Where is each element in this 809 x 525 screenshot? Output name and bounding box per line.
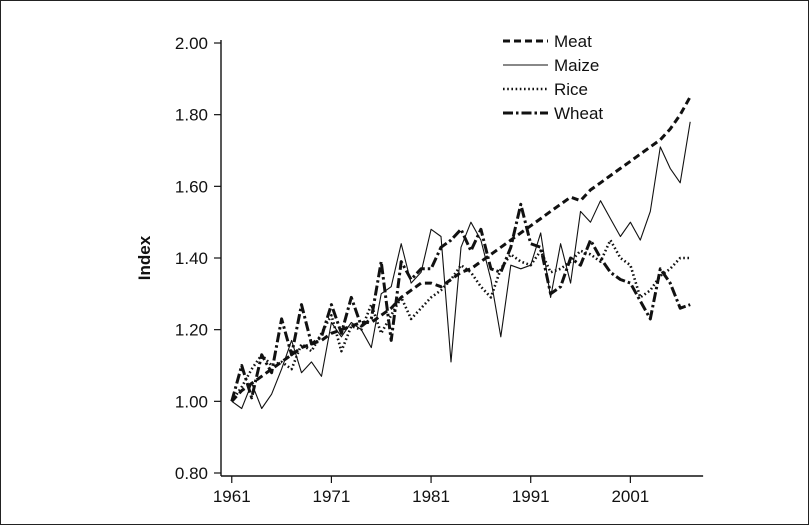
legend: Meat Maize Rice Wheat (503, 32, 603, 123)
x-tick-label: 1961 (213, 487, 251, 506)
series-line-maize (231, 121, 691, 410)
x-tick-label: 1991 (512, 487, 550, 506)
legend-label-maize: Maize (554, 56, 599, 75)
y-tick-label: 1.40 (175, 249, 208, 268)
y-tick-label: 2.00 (175, 34, 208, 53)
axes: 0.80 1.00 1.20 1.40 1.60 1.80 2.00 1961 1971 1981… (175, 34, 704, 506)
y-tick-label: 1.80 (175, 106, 208, 125)
y-tick-label: 1.20 (175, 321, 208, 340)
x-tick-label: 1971 (313, 487, 351, 506)
legend-label-wheat: Wheat (554, 104, 603, 123)
y-axis-title: Index (135, 235, 154, 280)
series-line-rice (230, 238, 691, 403)
x-tick-label: 2001 (611, 487, 649, 506)
y-tick-label: 1.60 (175, 177, 208, 196)
y-tick-label: 0.80 (175, 464, 208, 483)
legend-label-meat: Meat (554, 32, 592, 51)
series-group (230, 96, 692, 410)
y-tick-label: 1.00 (175, 392, 208, 411)
x-tick-label: 1981 (412, 487, 450, 506)
legend-label-rice: Rice (554, 80, 588, 99)
series-line-wheat (230, 202, 691, 402)
